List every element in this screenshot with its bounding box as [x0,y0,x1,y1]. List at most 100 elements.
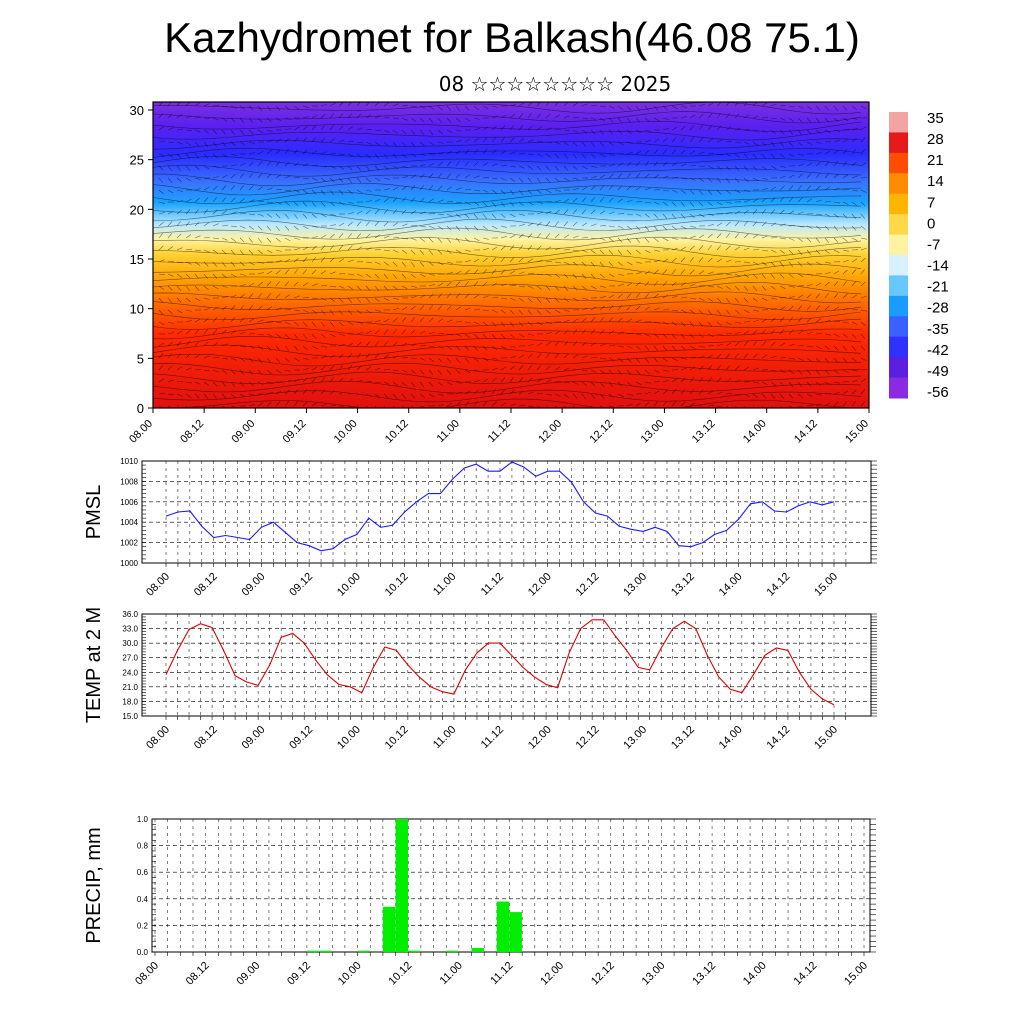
wind-barb [842,369,849,373]
wind-barb [527,309,533,315]
wind-barb [752,221,758,227]
wind-barb [311,321,317,327]
wind-barb [581,153,587,159]
wind-barb [419,117,425,123]
wind-barb [833,129,840,132]
wind-barb [626,381,632,386]
wind-barb [626,199,633,203]
wind-barb [806,305,811,311]
wind-barb [347,259,354,263]
wind-barb [761,341,767,347]
x-tick-label: 08.00 [144,724,172,752]
wind-barb [608,405,615,408]
wind-barb [860,213,866,219]
wind-barb [365,366,372,371]
wind-barb [203,297,210,300]
wind-barb [581,405,585,408]
wind-barb [437,152,444,155]
wind-barb [725,177,731,183]
wind-barb [437,199,444,203]
wind-barb [617,162,624,167]
wind-barb [761,209,766,215]
wind-barb [545,365,551,371]
wind-barb [158,342,165,347]
wind-barb [374,209,380,215]
wind-barb [392,103,399,107]
wind-barb [860,189,867,193]
wind-barb [374,177,381,182]
wind-barb [707,233,713,239]
wind-barb [185,221,191,227]
wind-barb [320,125,325,131]
wind-streamline [153,156,862,167]
wind-barb [635,186,642,191]
wind-barb [203,186,210,191]
wind-barb [428,261,434,267]
wind-barb [680,201,686,207]
wind-barb [203,308,210,311]
wind-barb [509,377,514,383]
wind-barb [743,309,750,313]
wind-barb [410,141,416,147]
wind-barb [176,177,182,183]
wind-barb [401,249,408,254]
x-tick-label: 09.00 [240,724,268,752]
wind-barb [599,369,605,374]
wind-barb [167,189,174,194]
wind-streamline [153,263,862,277]
wind-barb [410,369,416,374]
wind-barb [275,345,281,351]
wind-barb [788,393,794,399]
wind-barb [293,333,299,339]
wind-barb [419,345,427,347]
wind-barb [257,117,263,123]
wind-barb [329,213,336,216]
wind-barb [734,393,741,396]
wind-barb [221,393,227,399]
wind-barb [536,201,543,204]
wind-barb [572,393,578,399]
wind-barb [365,393,372,397]
wind-barb [545,331,552,335]
wind-barb [797,105,804,109]
wind-barb [851,189,858,192]
wind-barb [293,321,300,326]
wind-barb [248,199,255,203]
wind-barb [293,105,300,110]
wind-barb [329,177,335,183]
wind-barb [779,381,785,387]
wind-barb [464,213,470,219]
wind-barb [518,153,526,155]
wind-barb [851,201,857,206]
wind-barb [626,161,632,167]
wind-barb [743,393,750,397]
wind-barb [671,201,677,207]
y-axis-label: PMSL [83,485,105,539]
wind-barb [266,161,271,167]
wind-barb [401,369,408,373]
wind-barb [446,402,453,407]
wind-barb [167,379,174,383]
wind-barb [248,225,255,230]
wind-barb [356,233,362,239]
wind-barb [527,177,533,183]
wind-barb [662,128,669,131]
wind-barb [752,329,758,335]
wind-barb [617,283,624,287]
wind-barb [680,125,686,131]
wind-barb [248,117,253,123]
wind-barb [428,185,434,191]
wind-barb [734,177,740,183]
wind-barb [680,401,686,407]
wind-barb [221,174,228,179]
wind-barb [383,197,389,203]
wind-barb [833,270,840,275]
wind-barb [266,213,273,218]
wind-barb [590,249,596,254]
wind-barb [257,129,264,134]
wind-barb [860,247,867,251]
wind-barb [563,367,570,371]
wind-barb [635,117,641,123]
wind-barb [806,293,812,299]
wind-barb [239,117,245,123]
